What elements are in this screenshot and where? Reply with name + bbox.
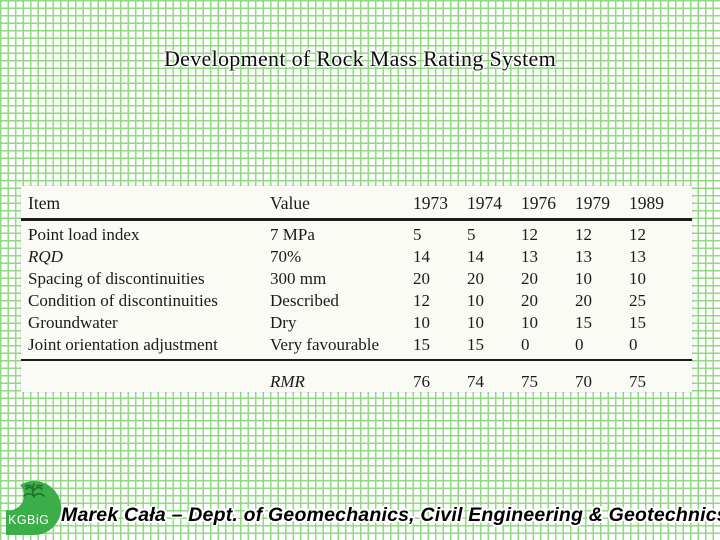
column-header-1973: 1973	[409, 186, 463, 221]
summary-empty-cell	[21, 359, 266, 398]
column-header-item: Item	[21, 186, 266, 221]
table-row: RQD 70% 14 14 13 13 13	[21, 246, 692, 268]
value-cell: 7 MPa	[270, 225, 315, 244]
score-cell: 14	[413, 247, 430, 266]
score-cell: 0	[575, 335, 584, 354]
eagle-emblem	[23, 483, 45, 498]
rmr-table: Item Value 1973 1974 1976 1979 1989 Poin…	[21, 186, 692, 398]
summary-score-cell: 74	[463, 359, 517, 398]
score-cell: 10	[629, 269, 646, 288]
table-row: Condition of discontinuities Described 1…	[21, 290, 692, 312]
table-row: Groundwater Dry 10 10 10 15 15	[21, 312, 692, 334]
table-summary-row: RMR 76 74 75 70 75	[21, 359, 692, 398]
value-cell: 70%	[270, 247, 302, 266]
summary-score-cell: 70	[571, 359, 625, 398]
score-cell: 13	[629, 247, 646, 266]
table-row: Spacing of discontinuities 300 mm 20 20 …	[21, 268, 692, 290]
score-cell: 12	[575, 225, 592, 244]
score-cell: 5	[413, 225, 422, 244]
table-header-row: Item Value 1973 1974 1976 1979 1989	[21, 186, 692, 221]
score-cell: 0	[521, 335, 530, 354]
summary-score-cell: 75	[625, 359, 692, 398]
score-cell: 13	[575, 247, 592, 266]
score-cell: 20	[575, 291, 592, 310]
logo-text: KGBiG	[8, 513, 49, 527]
rmr-table-scan: Item Value 1973 1974 1976 1979 1989 Poin…	[21, 186, 692, 398]
score-cell: 10	[575, 269, 592, 288]
value-cell: Described	[270, 291, 339, 310]
table-row: Point load index 7 MPa 5 5 12 12 12	[21, 220, 692, 247]
score-cell: 5	[467, 225, 476, 244]
column-header-1989: 1989	[625, 186, 692, 221]
value-cell: 300 mm	[270, 269, 327, 288]
score-cell: 10	[521, 313, 538, 332]
footer-credit: Marek Cała – Dept. of Geomechanics, Civi…	[61, 504, 720, 526]
score-cell: 14	[467, 247, 484, 266]
column-header-1979: 1979	[571, 186, 625, 221]
table-row: Joint orientation adjustment Very favour…	[21, 334, 692, 360]
score-cell: 12	[413, 291, 430, 310]
score-cell: 10	[467, 291, 484, 310]
value-cell: Dry	[270, 313, 297, 332]
score-cell: 15	[467, 335, 484, 354]
score-cell: 20	[521, 291, 538, 310]
item-cell: RQD	[28, 247, 63, 266]
score-cell: 10	[413, 313, 430, 332]
page-title: Development of Rock Mass Rating System	[163, 46, 557, 71]
score-cell: 20	[413, 269, 430, 288]
score-cell: 20	[467, 269, 484, 288]
item-cell: Point load index	[28, 225, 140, 244]
score-cell: 25	[629, 291, 646, 310]
item-cell: Spacing of discontinuities	[28, 269, 205, 288]
item-cell: Condition of discontinuities	[28, 291, 218, 310]
value-cell: Very favourable	[270, 335, 380, 354]
summary-label-cell: RMR	[266, 359, 409, 398]
column-header-1974: 1974	[463, 186, 517, 221]
item-cell: Joint orientation adjustment	[28, 335, 218, 354]
score-cell: 15	[413, 335, 430, 354]
kgbig-logo: KGBiG	[1, 477, 62, 540]
summary-score-cell: 75	[517, 359, 571, 398]
column-header-value: Value	[266, 186, 409, 221]
score-cell: 13	[521, 247, 538, 266]
score-cell: 10	[467, 313, 484, 332]
score-cell: 20	[521, 269, 538, 288]
score-cell: 0	[629, 335, 638, 354]
column-header-1976: 1976	[517, 186, 571, 221]
score-cell: 12	[521, 225, 538, 244]
score-cell: 15	[629, 313, 646, 332]
summary-score-cell: 76	[409, 359, 463, 398]
score-cell: 15	[575, 313, 592, 332]
logo-shape	[6, 481, 62, 536]
item-cell: Groundwater	[28, 313, 118, 332]
score-cell: 12	[629, 225, 646, 244]
